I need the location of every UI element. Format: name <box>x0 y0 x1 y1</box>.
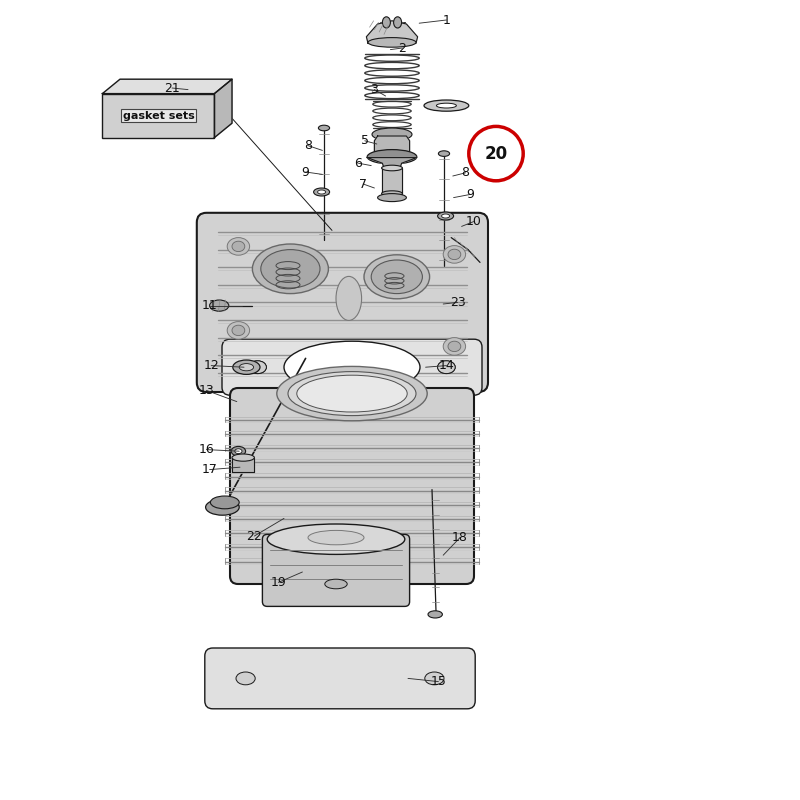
Ellipse shape <box>438 150 450 156</box>
Text: 9: 9 <box>466 188 474 201</box>
Polygon shape <box>382 168 402 194</box>
Ellipse shape <box>288 371 416 416</box>
Ellipse shape <box>314 188 330 196</box>
Ellipse shape <box>448 250 461 260</box>
Ellipse shape <box>227 322 250 339</box>
Ellipse shape <box>232 454 254 461</box>
Ellipse shape <box>372 128 412 141</box>
Text: 15: 15 <box>430 675 446 688</box>
Ellipse shape <box>231 446 246 456</box>
FancyBboxPatch shape <box>197 213 488 392</box>
Ellipse shape <box>382 166 402 170</box>
Text: 18: 18 <box>452 531 468 544</box>
Ellipse shape <box>284 341 420 393</box>
FancyBboxPatch shape <box>262 534 410 606</box>
Polygon shape <box>214 79 232 138</box>
Text: 14: 14 <box>438 359 454 372</box>
Ellipse shape <box>382 191 402 196</box>
Text: 3: 3 <box>370 83 378 96</box>
Ellipse shape <box>253 244 328 294</box>
Ellipse shape <box>261 250 320 288</box>
Ellipse shape <box>448 341 461 352</box>
Ellipse shape <box>210 300 229 311</box>
Ellipse shape <box>308 530 364 545</box>
Text: 6: 6 <box>354 157 362 170</box>
Circle shape <box>469 126 523 181</box>
Ellipse shape <box>442 214 450 218</box>
Text: 9: 9 <box>302 166 310 178</box>
Ellipse shape <box>437 103 456 108</box>
Ellipse shape <box>424 100 469 111</box>
Ellipse shape <box>371 260 422 294</box>
Ellipse shape <box>297 375 407 412</box>
Text: 1: 1 <box>442 14 450 26</box>
Text: 8: 8 <box>462 166 470 179</box>
FancyBboxPatch shape <box>222 339 482 395</box>
Text: 11: 11 <box>202 299 218 312</box>
Text: 19: 19 <box>270 576 286 589</box>
Text: 20: 20 <box>485 145 507 162</box>
Ellipse shape <box>443 246 466 263</box>
Ellipse shape <box>236 672 255 685</box>
Text: 2: 2 <box>398 42 406 54</box>
Text: 16: 16 <box>198 443 214 456</box>
Ellipse shape <box>428 611 442 618</box>
Ellipse shape <box>235 449 242 454</box>
Text: 10: 10 <box>466 215 482 228</box>
Ellipse shape <box>232 242 245 252</box>
FancyBboxPatch shape <box>230 388 474 584</box>
Ellipse shape <box>227 238 250 255</box>
Ellipse shape <box>438 212 454 220</box>
Ellipse shape <box>378 194 406 202</box>
Polygon shape <box>232 458 254 472</box>
Ellipse shape <box>394 17 402 28</box>
Ellipse shape <box>364 254 430 298</box>
Text: 22: 22 <box>246 530 262 542</box>
Ellipse shape <box>210 496 239 509</box>
Text: 17: 17 <box>202 463 218 476</box>
Text: 5: 5 <box>361 134 369 147</box>
Ellipse shape <box>267 524 405 554</box>
Ellipse shape <box>249 361 266 374</box>
Ellipse shape <box>336 276 362 321</box>
Bar <box>102 94 214 138</box>
Polygon shape <box>102 79 232 94</box>
Text: 23: 23 <box>450 296 466 309</box>
Ellipse shape <box>443 338 466 355</box>
Ellipse shape <box>233 360 260 374</box>
Ellipse shape <box>438 361 455 374</box>
Polygon shape <box>367 158 417 168</box>
Ellipse shape <box>318 126 330 130</box>
Ellipse shape <box>318 190 326 194</box>
FancyBboxPatch shape <box>205 648 475 709</box>
Polygon shape <box>366 21 418 43</box>
Text: 13: 13 <box>198 384 214 397</box>
Text: 21: 21 <box>164 82 180 94</box>
Ellipse shape <box>438 361 455 374</box>
Ellipse shape <box>239 363 254 371</box>
Ellipse shape <box>368 38 416 47</box>
Ellipse shape <box>277 366 427 421</box>
Text: gasket sets: gasket sets <box>122 110 194 121</box>
Polygon shape <box>374 136 410 152</box>
Text: 8: 8 <box>304 139 312 152</box>
Ellipse shape <box>325 579 347 589</box>
Ellipse shape <box>367 150 417 164</box>
Ellipse shape <box>249 361 266 374</box>
Text: 12: 12 <box>203 359 219 372</box>
Text: 7: 7 <box>359 178 367 190</box>
Ellipse shape <box>206 499 239 515</box>
Ellipse shape <box>382 17 390 28</box>
Ellipse shape <box>425 672 444 685</box>
Ellipse shape <box>232 326 245 336</box>
